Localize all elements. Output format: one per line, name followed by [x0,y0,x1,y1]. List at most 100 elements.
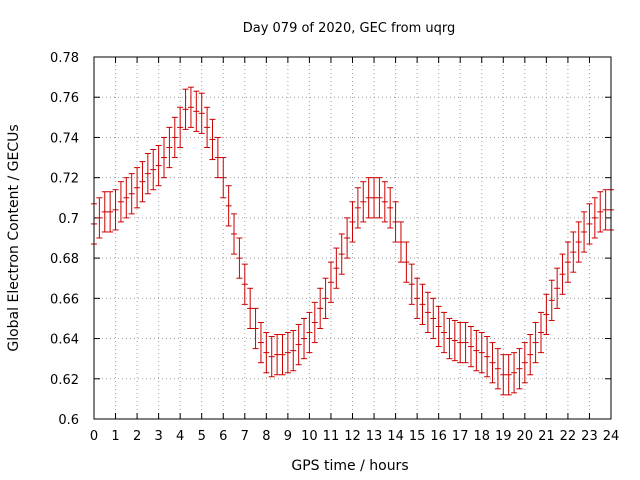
x-tick-label: 7 [241,429,249,444]
error-bar [397,221,404,263]
x-tick-label: 19 [495,429,512,444]
error-bar [349,201,356,243]
y-tick-label: 0.6 [58,413,79,428]
error-bar [187,86,194,128]
error-bar [414,277,421,319]
x-tick-label: 5 [198,429,206,444]
x-tick-label: 0 [90,429,98,444]
x-tick-label: 14 [387,429,404,444]
x-tick-label: 22 [560,429,577,444]
error-bar [430,297,437,340]
error-bar [505,354,512,396]
error-bar [478,332,485,374]
error-bar [473,330,480,372]
error-bar [279,334,286,376]
error-bar [543,293,550,336]
x-tick-label: 20 [517,429,534,444]
error-bar [516,348,523,390]
error-bar [446,317,453,360]
error-bar [548,279,555,321]
error-bar [559,253,566,295]
x-tick-label: 18 [473,429,490,444]
error-bar [134,167,141,209]
error-bar-series [91,86,614,396]
error-bar [489,342,496,384]
error-bar [241,263,248,305]
x-tick-label: 21 [538,429,555,444]
error-bar [484,336,491,378]
y-tick-label: 0.74 [50,131,79,146]
error-bar [387,187,394,229]
error-bar [575,221,582,263]
x-tick-label: 11 [323,429,340,444]
chart-title: Day 079 of 2020, GEC from uqrg [243,21,456,36]
error-bar [247,287,254,329]
y-tick-label: 0.76 [50,91,79,106]
error-bar [554,267,561,309]
error-bar [327,261,334,303]
x-axis-label: GPS time / hours [291,458,408,474]
error-bar [128,173,135,215]
error-bar [204,106,211,148]
x-tick-label: 8 [262,429,270,444]
error-bar [570,231,577,273]
x-tick-label: 15 [409,429,426,444]
error-bar [527,334,534,376]
x-tick-label: 4 [176,429,184,444]
x-tick-label: 23 [581,429,598,444]
error-bar [494,348,501,390]
error-bar [263,332,270,374]
y-tick-label: 0.68 [50,252,79,267]
y-tick-label: 0.72 [50,172,79,187]
error-bar [182,88,189,130]
error-bar [214,136,221,179]
error-bar [268,336,275,378]
error-bar [107,191,114,233]
x-tick-label: 2 [133,429,141,444]
error-bar [311,301,318,344]
error-bar [225,185,232,227]
error-bar [220,157,227,199]
error-bar [586,203,593,245]
x-tick-label: 13 [366,429,383,444]
error-bar [403,241,410,283]
x-tick-label: 9 [284,429,292,444]
x-tick-label: 24 [603,429,620,444]
error-bar [236,237,243,279]
error-bar [360,181,367,223]
x-tick-label: 16 [430,429,447,444]
error-bar [257,321,264,364]
error-bar [371,177,378,219]
error-bar [171,116,178,159]
error-bar [322,277,329,319]
error-bar [521,342,528,384]
plot-frame [93,56,612,420]
error-bar [392,201,399,243]
error-bar [451,319,458,362]
error-bar [591,197,598,239]
error-bar [209,118,216,161]
error-bar [376,177,383,219]
error-bar [581,211,588,253]
error-bar [435,305,442,348]
error-bar [597,191,604,233]
error-bar [150,149,157,191]
error-bar [198,92,205,134]
error-bar [338,233,345,275]
y-tick-label: 0.62 [50,373,79,388]
error-bar [532,321,539,364]
error-bar [101,191,108,233]
error-bar [500,354,507,396]
error-bar [161,136,168,179]
error-bar [365,177,372,219]
error-bar [231,213,238,255]
error-bar [112,189,119,231]
error-bar [462,321,469,364]
x-tick-label: 10 [301,429,318,444]
x-tick-label: 1 [111,429,119,444]
error-bar [344,217,351,259]
error-bar [537,311,544,354]
y-axis-label: Global Electron Content / GECUs [6,124,22,351]
error-bar [144,153,151,195]
